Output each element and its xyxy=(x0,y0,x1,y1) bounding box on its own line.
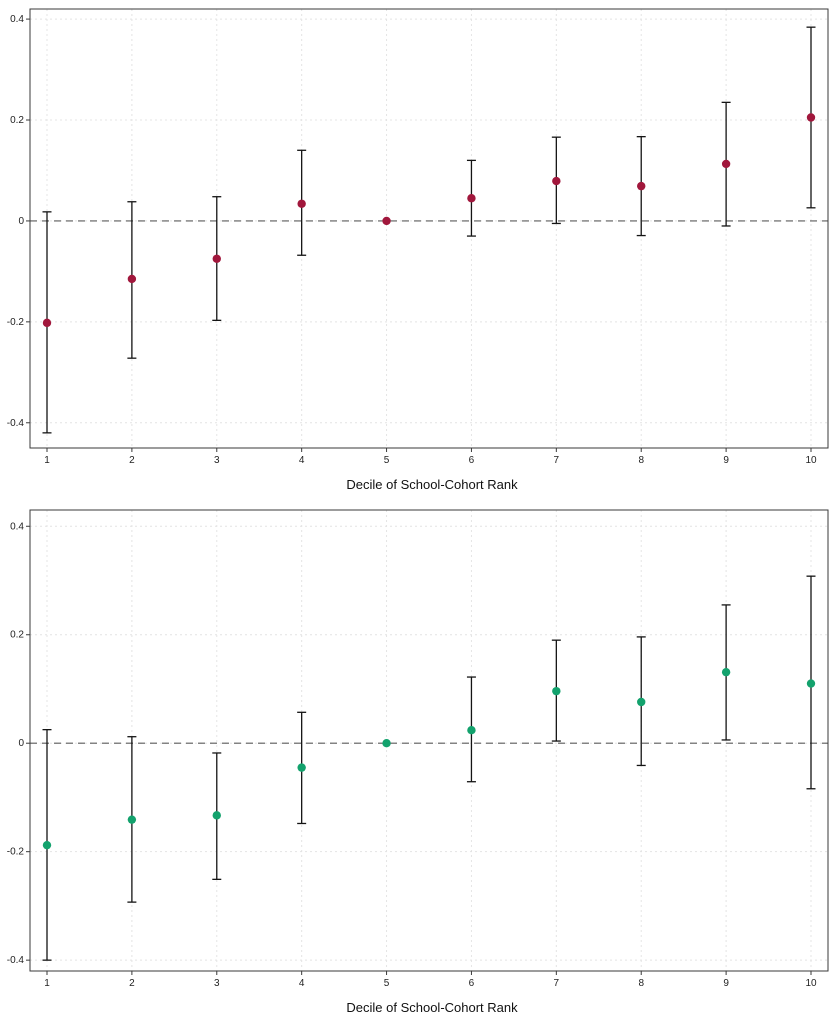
data-point xyxy=(297,763,306,772)
x-tick-label: 7 xyxy=(554,455,560,466)
x-tick-label: 8 xyxy=(638,978,644,989)
y-tick-label: -0.4 xyxy=(7,955,25,966)
data-point xyxy=(806,113,816,122)
y-tick-label: -0.2 xyxy=(7,317,25,328)
x-tick-label: 5 xyxy=(384,978,390,989)
data-point xyxy=(297,199,306,208)
x-tick-label: 9 xyxy=(723,455,729,466)
data-point xyxy=(721,159,731,169)
x-tick-label: 2 xyxy=(129,978,135,989)
data-point xyxy=(806,679,816,688)
chart-top-plot: -0.4 -0.2 0 0.2 0.4 1 2 3 4 5 6 7 8 9 10 xyxy=(7,8,829,466)
data-point xyxy=(382,739,391,748)
chart-bottom-figure: -0.4 -0.2 0 0.2 0.4 1 2 3 4 5 6 7 8 9 10 Decile of Sch… xyxy=(0,500,834,1023)
x-tick-label: 6 xyxy=(469,978,475,989)
data-point xyxy=(382,216,391,226)
data-point xyxy=(467,194,476,203)
y-tick-label: 0.2 xyxy=(10,630,24,641)
plot-border xyxy=(29,8,829,449)
data-point xyxy=(42,318,52,328)
plot-border xyxy=(29,509,829,972)
data-point xyxy=(212,254,221,263)
x-tick-label: 1 xyxy=(44,455,50,466)
y-tick-label: -0.4 xyxy=(7,418,25,429)
x-tick-label: 1 xyxy=(44,978,50,989)
data-point xyxy=(212,811,221,820)
data-point xyxy=(637,697,646,707)
y-tick-label: 0.2 xyxy=(10,115,24,126)
y-tick-label: 0 xyxy=(18,216,24,227)
x-tick-label: 6 xyxy=(469,455,475,466)
x-tick-label: 10 xyxy=(805,455,817,466)
chart-bottom-x-axis-title: Decile of School-Cohort Rank xyxy=(346,1000,518,1015)
x-tick-label: 9 xyxy=(723,978,729,989)
y-tick-label: 0.4 xyxy=(10,521,24,532)
data-point xyxy=(552,176,561,186)
y-tick-label: 0.4 xyxy=(10,14,24,25)
data-point xyxy=(42,840,52,850)
data-point xyxy=(552,686,561,696)
x-tick-label: 7 xyxy=(554,978,560,989)
y-tick-label: -0.2 xyxy=(7,847,25,858)
x-tick-label: 4 xyxy=(299,455,305,466)
x-tick-label: 3 xyxy=(214,455,220,466)
x-tick-label: 2 xyxy=(129,455,135,466)
data-point xyxy=(127,274,137,284)
data-point xyxy=(637,181,646,191)
x-tick-label: 3 xyxy=(214,978,220,989)
data-point xyxy=(721,667,731,677)
chart-top-x-axis-title: Decile of School-Cohort Rank xyxy=(346,477,518,492)
x-tick-label: 4 xyxy=(299,978,305,989)
data-point xyxy=(127,815,137,824)
x-tick-label: 5 xyxy=(384,455,390,466)
y-tick-label: 0 xyxy=(18,738,24,749)
x-tick-label: 8 xyxy=(638,455,644,466)
chart-top-figure: -0.4 -0.2 0 0.2 0.4 1 2 3 4 5 6 7 8 9 10 Decile of Sch… xyxy=(0,0,834,500)
data-point xyxy=(467,725,476,735)
x-tick-label: 10 xyxy=(805,978,817,989)
chart-bottom-plot: -0.4 -0.2 0 0.2 0.4 1 2 3 4 5 6 7 8 9 10 xyxy=(7,509,829,989)
